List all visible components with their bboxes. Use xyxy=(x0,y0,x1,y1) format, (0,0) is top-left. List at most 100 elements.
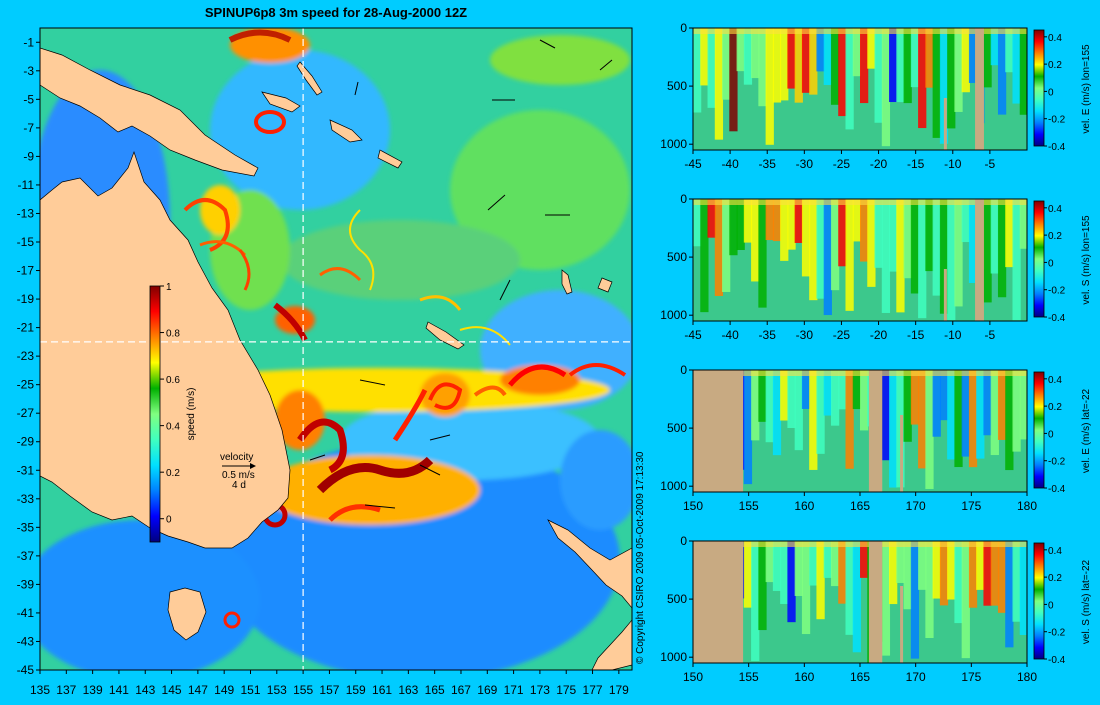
section-stripe xyxy=(874,28,883,123)
section-colorbar-label: vel. E (m/s) lon=155 xyxy=(1081,44,1092,134)
section-stripe xyxy=(830,541,840,587)
map-y-tick-label: -23 xyxy=(17,349,35,363)
section-colorbar-label: vel. E (m/s) lat=-22 xyxy=(1081,388,1092,473)
section-colorbar-ramp xyxy=(1033,371,1045,489)
section-colorbar-tick-label: 0.4 xyxy=(1048,204,1062,215)
section-stripe xyxy=(903,541,912,610)
section-panel: 150 155 160 165 170 175 180 0 500 1000 0.4 0.2 0 -0.2… xyxy=(660,534,1092,684)
section-stripe xyxy=(889,370,898,488)
section-colorbar-tick-label: -0.4 xyxy=(1048,484,1066,495)
section-stripe xyxy=(983,199,992,303)
section-stripe xyxy=(910,28,920,88)
section-stripe xyxy=(758,541,767,631)
section-stripe xyxy=(722,28,731,100)
section-stripe xyxy=(1019,199,1027,249)
section-stripe xyxy=(881,541,891,656)
section-stripe xyxy=(801,370,811,409)
section-stripe xyxy=(896,28,905,103)
section-stripe xyxy=(983,541,992,606)
section-panel: -45 -40 -35 -30 -25 -20 -15 -10 -5 0 500 1000 0.4 0.2… xyxy=(660,21,1092,171)
section-y-tick-label: 1000 xyxy=(660,137,687,151)
section-stripe xyxy=(939,28,949,144)
section-stripe xyxy=(867,199,876,287)
section-stripe xyxy=(961,541,970,659)
map-y-axis: -1 -3 -5 -7 -9 -11 -13 -15 -17 -19 -21 -23 -25 -27 -29… xyxy=(17,35,40,677)
section-land xyxy=(693,370,744,492)
section-stripe xyxy=(714,199,724,296)
section-stripe xyxy=(743,541,753,608)
section-stripe xyxy=(780,541,789,604)
fiji xyxy=(597,277,613,293)
speed-colorbar-tick-label: 0.6 xyxy=(166,375,180,386)
section-stripe xyxy=(939,370,949,421)
section-stripe xyxy=(889,28,898,103)
speed-colorbar-tick-label: 1 xyxy=(166,282,172,293)
section-stripe xyxy=(801,541,811,635)
section-stripe xyxy=(968,28,978,83)
new-ireland xyxy=(296,61,323,96)
section-stripe xyxy=(714,28,724,140)
section-y-tick-label: 0 xyxy=(680,192,687,206)
section-stripe xyxy=(845,370,854,469)
velocity-key-arrowhead xyxy=(250,463,256,469)
section-x-tick-label: 175 xyxy=(961,499,981,513)
section-stripe xyxy=(903,28,912,104)
section-stripe xyxy=(801,28,811,93)
section-y-tick-label: 500 xyxy=(667,79,687,93)
section-x-tick-label: -40 xyxy=(721,328,739,342)
section-stripe xyxy=(1005,199,1014,268)
section-x-tick-label: -25 xyxy=(833,328,851,342)
section-stripe xyxy=(693,199,702,247)
map-y-tick-label: -7 xyxy=(23,121,34,135)
section-x-tick-label: -15 xyxy=(907,328,925,342)
section-field xyxy=(693,199,1027,321)
map-frame xyxy=(39,27,633,671)
section-stripe xyxy=(961,28,970,93)
section-colorbar-ramp xyxy=(1033,29,1045,147)
section-stripe xyxy=(910,199,920,294)
section-stripe xyxy=(845,28,854,130)
map-x-tick-label: 163 xyxy=(398,683,418,697)
section-frame xyxy=(692,198,1028,322)
section-stripe xyxy=(997,199,1007,298)
section-stripe xyxy=(830,28,840,105)
section-stripe xyxy=(939,541,949,606)
section-stripe xyxy=(990,541,999,606)
section-field xyxy=(693,541,1027,663)
section-stripe xyxy=(772,370,782,456)
section-stripe xyxy=(947,541,956,600)
section-x-tick-label: 175 xyxy=(961,670,981,684)
section-stripe xyxy=(816,199,825,299)
section-land xyxy=(975,28,984,150)
section-colorbar-tick-label: 0 xyxy=(1048,429,1054,440)
section-stripe xyxy=(780,370,789,421)
section-stripe xyxy=(867,28,876,69)
tasmania xyxy=(167,587,207,641)
map-x-tick-label: 137 xyxy=(56,683,76,697)
section-stripe xyxy=(983,370,992,436)
velocity-key: velocity 0.5 m/s 4 d xyxy=(220,452,256,491)
section-x-tick-label: 155 xyxy=(739,499,759,513)
section-stripe xyxy=(809,199,818,301)
map-x-tick-label: 149 xyxy=(214,683,234,697)
map-y-tick-label: -1 xyxy=(23,35,34,49)
section-stripe xyxy=(997,541,1007,613)
section-stripe xyxy=(1019,28,1027,115)
section-stripe xyxy=(954,199,963,307)
section-stripe xyxy=(780,199,789,261)
map-x-axis: 135 137 139 141 143 145 147 149 151 153 155 157 159 1… xyxy=(30,670,629,697)
solomon-a xyxy=(329,119,363,143)
section-colorbar-tick-label: -0.2 xyxy=(1048,115,1066,126)
section-stripe xyxy=(700,28,709,86)
section-stripe xyxy=(787,541,796,623)
section-stripe xyxy=(990,28,999,66)
section-stripe xyxy=(925,370,934,489)
section-stripe xyxy=(693,28,702,113)
section-stripe xyxy=(751,28,760,79)
section-stripe xyxy=(918,370,927,469)
section-stripe xyxy=(976,541,985,590)
section-stripe xyxy=(903,370,912,442)
section-stripe xyxy=(700,199,709,313)
